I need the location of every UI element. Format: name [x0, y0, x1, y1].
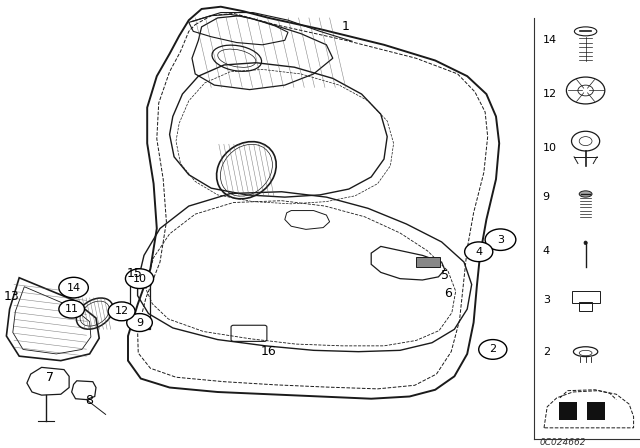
- Ellipse shape: [579, 191, 592, 197]
- Text: 10: 10: [543, 143, 557, 153]
- Circle shape: [125, 269, 154, 289]
- Text: 9: 9: [543, 192, 550, 202]
- Text: 13: 13: [4, 290, 19, 303]
- Text: 8: 8: [86, 394, 93, 408]
- Bar: [572, 291, 600, 303]
- Text: 4: 4: [475, 247, 483, 257]
- Text: 1: 1: [342, 20, 349, 34]
- Text: 2: 2: [543, 347, 550, 357]
- Bar: [579, 302, 592, 311]
- Circle shape: [485, 229, 516, 250]
- Ellipse shape: [584, 241, 588, 245]
- Text: 10: 10: [132, 274, 147, 284]
- Circle shape: [108, 302, 135, 321]
- Text: 9: 9: [136, 318, 143, 327]
- Circle shape: [465, 242, 493, 262]
- Circle shape: [127, 314, 152, 332]
- Text: 15: 15: [127, 267, 142, 280]
- Bar: [416, 257, 440, 267]
- Text: 0C024662: 0C024662: [540, 438, 586, 447]
- Text: 3: 3: [497, 235, 504, 245]
- Circle shape: [479, 340, 507, 359]
- Text: 11: 11: [65, 304, 79, 314]
- Text: 7: 7: [46, 370, 54, 384]
- Text: 16: 16: [261, 345, 276, 358]
- Circle shape: [59, 277, 88, 298]
- Bar: [130, 278, 150, 329]
- Text: 3: 3: [543, 295, 550, 305]
- Text: 4: 4: [543, 246, 550, 256]
- Bar: [587, 402, 605, 420]
- Circle shape: [59, 300, 84, 318]
- Text: 12: 12: [115, 306, 129, 316]
- Text: 12: 12: [543, 89, 557, 99]
- Text: 2: 2: [489, 345, 497, 354]
- Text: 14: 14: [543, 35, 557, 45]
- Text: 14: 14: [67, 283, 81, 293]
- Bar: [559, 402, 577, 420]
- Text: 5: 5: [441, 269, 449, 282]
- Text: 6: 6: [444, 287, 452, 300]
